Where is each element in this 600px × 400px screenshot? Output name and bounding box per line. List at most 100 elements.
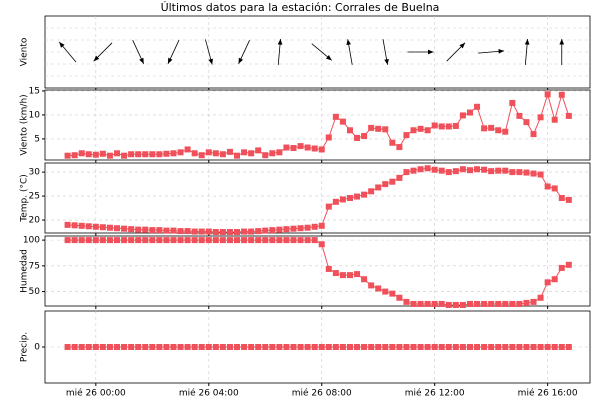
data-point (191, 228, 198, 235)
chart-title: Últimos datos para la estación: Corrales… (161, 1, 440, 14)
data-point (396, 294, 403, 301)
data-point (226, 148, 233, 155)
data-point (530, 344, 537, 350)
data-point (452, 344, 459, 350)
data-point (156, 237, 163, 244)
data-point (121, 152, 128, 159)
data-point (417, 166, 424, 173)
x-tick-label: mié 26 08:00 (292, 388, 352, 399)
panel (44, 235, 591, 307)
wind-arrow (132, 40, 145, 64)
data-point (248, 150, 255, 157)
data-point (170, 150, 177, 157)
data-point (375, 285, 382, 292)
data-point (459, 344, 466, 350)
data-point (241, 237, 248, 244)
data-point (226, 344, 233, 350)
data-point (121, 225, 128, 232)
data-point (149, 344, 156, 350)
data-point (466, 344, 473, 350)
data-point (177, 344, 184, 350)
data-point (516, 169, 523, 176)
data-point (156, 227, 163, 234)
data-point (64, 344, 71, 350)
y-tick-label: 15 (29, 86, 40, 96)
data-point (85, 237, 92, 244)
data-point (219, 237, 226, 244)
data-point (135, 344, 142, 350)
data-point (114, 150, 121, 157)
data-point (92, 151, 99, 158)
data-point (565, 112, 572, 119)
data-point (495, 344, 502, 350)
data-point (332, 344, 339, 350)
data-point (234, 229, 241, 236)
data-point (92, 223, 99, 230)
data-point (502, 128, 509, 135)
data-point (375, 184, 382, 191)
data-point (297, 237, 304, 244)
data-point (382, 344, 389, 350)
data-point (78, 150, 85, 157)
data-point (262, 152, 269, 159)
data-point (170, 344, 177, 350)
data-point (269, 227, 276, 234)
data-point (290, 145, 297, 152)
data-point (318, 344, 325, 350)
data-point (85, 344, 92, 350)
data-point (64, 237, 71, 244)
x-tick-label: mié 26 04:00 (179, 388, 239, 399)
data-point (269, 237, 276, 244)
data-point (361, 344, 368, 350)
data-point (219, 229, 226, 236)
data-point (354, 134, 361, 141)
data-point (177, 149, 184, 156)
data-point (558, 264, 565, 271)
data-point (495, 167, 502, 174)
data-point (71, 237, 78, 244)
data-point (424, 300, 431, 307)
data-point (509, 344, 516, 350)
data-point (318, 241, 325, 248)
wind-arrow (238, 40, 250, 64)
data-point (135, 237, 142, 244)
data-point (92, 344, 99, 350)
data-point (481, 125, 488, 132)
data-point (523, 169, 530, 176)
data-point (142, 237, 149, 244)
data-point (78, 344, 85, 350)
data-point (502, 344, 509, 350)
arrow-head (559, 39, 565, 45)
arrow-head (59, 42, 65, 48)
data-point (184, 228, 191, 235)
data-point (382, 288, 389, 295)
wind-arrow (93, 42, 113, 62)
data-point (262, 344, 269, 350)
data-point (431, 122, 438, 129)
data-point (205, 344, 212, 350)
data-point (551, 116, 558, 123)
data-point (339, 118, 346, 125)
data-point (424, 165, 431, 172)
data-point (248, 237, 255, 244)
data-point (142, 151, 149, 158)
data-point (234, 237, 241, 244)
data-point (382, 126, 389, 133)
data-point (495, 127, 502, 134)
data-point (509, 169, 516, 176)
data-point (170, 237, 177, 244)
data-point (530, 298, 537, 305)
data-point (537, 171, 544, 178)
wind-arrow (524, 39, 530, 65)
data-point (325, 134, 332, 141)
data-point (78, 222, 85, 229)
data-point (339, 272, 346, 279)
data-point (311, 223, 318, 230)
data-point (332, 270, 339, 277)
data-point (248, 344, 255, 350)
data-point (558, 344, 565, 350)
wind-arrow (205, 39, 213, 65)
data-point (537, 114, 544, 121)
data-point (368, 124, 375, 131)
